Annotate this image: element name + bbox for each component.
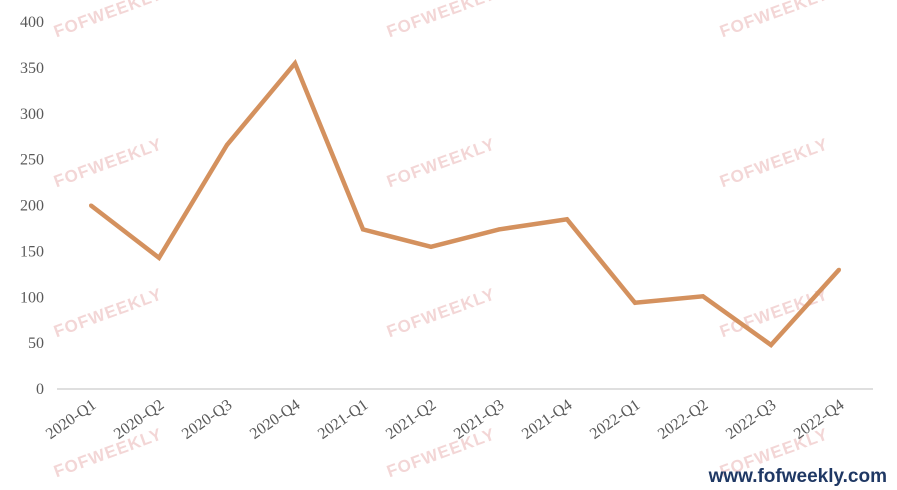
y-tick-label: 400 — [20, 14, 44, 31]
x-tick-label: 2022-Q2 — [655, 396, 711, 443]
data-point — [633, 300, 637, 305]
y-tick-label: 200 — [20, 198, 44, 215]
watermark-0: FOFWEEKLY — [51, 0, 165, 41]
x-tick-label: 2021-Q1 — [315, 396, 371, 443]
x-tick-label: 2021-Q4 — [519, 396, 575, 443]
watermark-7: FOFWEEKLY — [384, 284, 498, 341]
data-point — [837, 267, 841, 272]
watermark-6: FOFWEEKLY — [51, 284, 165, 341]
x-tick-label: 2020-Q1 — [43, 396, 99, 443]
y-tick-label: 150 — [20, 243, 44, 260]
data-point — [89, 203, 93, 208]
y-tick-label: 50 — [28, 335, 44, 352]
watermark-5: FOFWEEKLY — [717, 134, 831, 191]
watermark-9: FOFWEEKLY — [51, 424, 165, 481]
y-tick-label: 100 — [20, 289, 44, 306]
watermark-3: FOFWEEKLY — [51, 134, 165, 191]
y-tick-label: 300 — [20, 106, 44, 123]
watermark-4: FOFWEEKLY — [384, 134, 498, 191]
x-tick-label: 2021-Q2 — [383, 396, 439, 443]
x-tick-label: 2020-Q4 — [247, 396, 303, 443]
x-tick-label: 2022-Q1 — [587, 396, 643, 443]
data-point — [293, 61, 297, 66]
data-point — [565, 217, 569, 222]
y-tick-label: 350 — [20, 60, 44, 77]
watermark-8: FOFWEEKLY — [717, 284, 831, 341]
data-point — [157, 255, 161, 260]
watermark-2: FOFWEEKLY — [717, 0, 831, 41]
watermark-1: FOFWEEKLY — [384, 0, 498, 41]
data-point — [361, 227, 365, 232]
x-axis-ticks: 2020-Q1 2020-Q2 2020-Q3 2020-Q4 2021-Q1 2021-… — [43, 396, 847, 443]
data-point — [497, 227, 501, 232]
series-line — [89, 58, 841, 348]
data-point — [429, 244, 433, 249]
x-tick-label: 2020-Q3 — [179, 396, 235, 443]
y-tick-label: 0 — [36, 381, 44, 398]
data-point — [225, 142, 229, 147]
data-point — [769, 342, 773, 347]
data-point — [701, 294, 705, 299]
site-url[interactable]: www.fofweekly.com — [708, 466, 887, 487]
y-axis-ticks: 0 50 100 150 200 250 300 350 400 — [20, 14, 44, 398]
x-tick-label: 2022-Q3 — [723, 396, 779, 443]
series-layer — [89, 58, 841, 348]
y-tick-label: 250 — [20, 152, 44, 169]
